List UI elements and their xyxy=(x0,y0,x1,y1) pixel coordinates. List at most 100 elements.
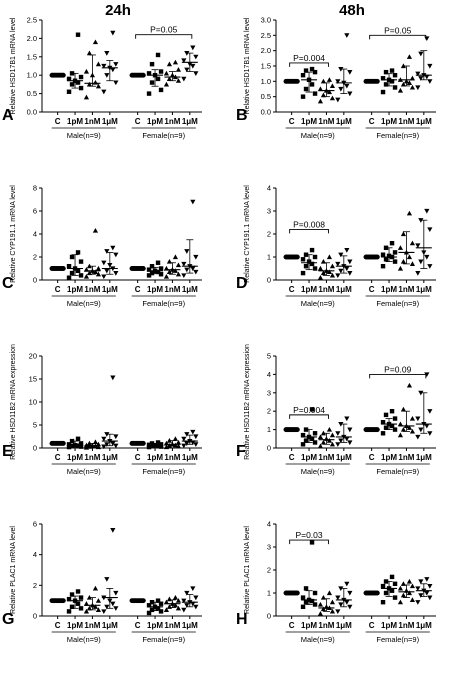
data-point xyxy=(172,436,179,441)
data-point xyxy=(300,257,306,262)
series-1μM-male xyxy=(335,416,353,447)
data-point xyxy=(427,584,433,589)
data-point xyxy=(326,89,333,95)
data-point xyxy=(383,257,389,262)
data-point xyxy=(104,577,110,582)
data-point xyxy=(380,76,386,81)
series-1μM-male xyxy=(335,248,353,278)
series-1pM-male xyxy=(300,66,318,99)
data-point xyxy=(317,86,324,92)
data-point xyxy=(418,579,424,585)
data-point xyxy=(78,85,84,91)
data-point xyxy=(166,443,173,448)
data-point xyxy=(335,431,341,436)
data-point xyxy=(149,61,155,67)
data-point xyxy=(78,259,84,264)
data-point xyxy=(166,596,173,602)
series-1μM-male xyxy=(101,245,119,280)
series-1pM-male xyxy=(66,589,84,614)
data-point xyxy=(335,97,341,103)
x-tick-label: 1μM xyxy=(102,117,118,126)
data-point xyxy=(392,427,398,432)
data-point xyxy=(397,421,404,427)
data-point xyxy=(392,259,398,264)
data-point xyxy=(427,63,433,69)
data-point xyxy=(155,269,161,275)
series-1nM-male xyxy=(83,39,102,100)
x-tick-label: 1pM xyxy=(381,621,397,630)
series-C-female xyxy=(363,254,380,260)
data-point xyxy=(409,583,416,589)
y-tick-label: 0 xyxy=(267,612,271,621)
data-point xyxy=(104,249,110,254)
data-point xyxy=(113,252,119,258)
data-point xyxy=(389,423,395,429)
data-point xyxy=(78,74,84,80)
y-tick-label: 3 xyxy=(267,388,271,397)
data-point xyxy=(406,425,413,430)
x-tick-label: 1pM xyxy=(67,285,83,294)
data-point xyxy=(149,607,155,613)
y-tick-label: 0.0 xyxy=(261,108,271,117)
data-point xyxy=(383,69,389,75)
panel-label: G xyxy=(2,611,14,628)
data-point xyxy=(95,598,102,603)
series-1nM-male xyxy=(317,77,336,104)
x-tick-label: C xyxy=(135,285,141,294)
data-point xyxy=(344,33,350,38)
data-point xyxy=(83,601,90,606)
data-point xyxy=(175,271,182,277)
x-tick-label: 1μM xyxy=(336,285,352,294)
data-point xyxy=(303,263,309,269)
data-point xyxy=(92,604,99,609)
series-1μM-female xyxy=(415,577,433,605)
data-point xyxy=(312,254,318,260)
data-point xyxy=(406,54,413,59)
series-1pM-female xyxy=(146,440,164,450)
x-tick-label: 1nM xyxy=(398,453,414,462)
series-1nM-female xyxy=(397,54,416,93)
x-tick-label: 1pM xyxy=(301,285,317,294)
y-axis-label: Relative HSD11B2 mRNA expression xyxy=(244,344,251,460)
series-1pM-male xyxy=(300,540,318,610)
y-tick-label: 5 xyxy=(33,421,37,430)
data-point xyxy=(424,208,430,214)
data-point xyxy=(392,595,398,600)
data-point xyxy=(163,444,170,450)
data-point xyxy=(326,590,333,596)
data-point xyxy=(424,577,430,582)
panel-label: H xyxy=(236,611,248,628)
data-point xyxy=(392,581,398,587)
data-point xyxy=(92,585,99,591)
data-point xyxy=(383,82,389,87)
data-point xyxy=(317,98,324,104)
data-point xyxy=(427,409,433,414)
y-tick-label: 1.5 xyxy=(261,62,271,71)
data-point xyxy=(406,590,413,596)
series-1μM-female xyxy=(181,45,199,82)
data-point xyxy=(184,590,190,596)
data-point xyxy=(303,599,309,605)
data-point xyxy=(317,611,324,616)
data-point xyxy=(193,71,199,76)
data-point xyxy=(158,272,164,277)
data-point xyxy=(335,273,341,278)
group-label: Female(n=9) xyxy=(142,635,185,644)
significance-bracket xyxy=(369,34,427,40)
data-point xyxy=(338,86,344,92)
y-tick-label: 6 xyxy=(33,207,37,216)
series-C-male xyxy=(49,440,66,446)
data-point xyxy=(78,444,84,449)
data-point xyxy=(190,266,196,272)
panel-label: A xyxy=(2,107,14,124)
y-tick-label: 0 xyxy=(33,276,37,285)
group-label: Male(n=9) xyxy=(301,467,335,476)
data-point xyxy=(326,427,333,432)
data-point xyxy=(75,601,81,606)
panels: 0.0 0.5 1.0 1.5 2.0 2.5 Relative HSD17B1 mRNA … xyxy=(2,16,436,644)
data-point xyxy=(418,593,424,598)
y-tick-label: 1.0 xyxy=(27,71,37,80)
significance-label: P=0.09 xyxy=(384,364,411,374)
x-tick-label: C xyxy=(289,453,295,462)
